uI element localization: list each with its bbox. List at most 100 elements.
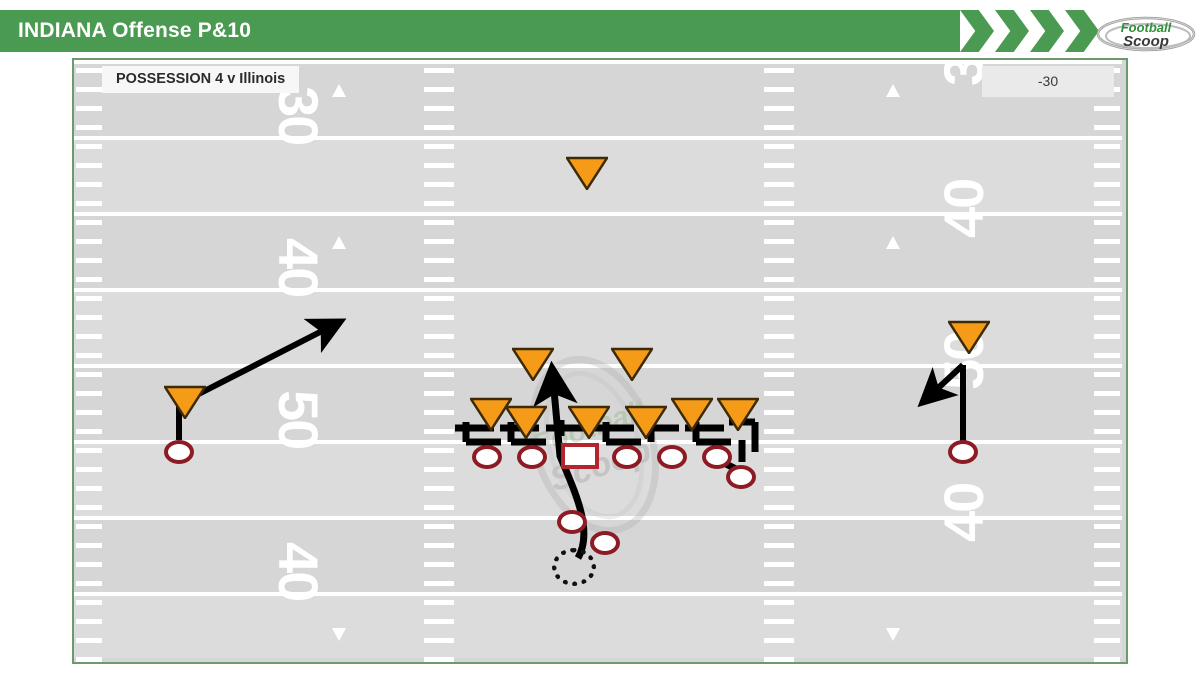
hash-mark	[76, 467, 102, 472]
yard-line	[74, 592, 1122, 596]
hash-mark	[764, 220, 794, 225]
hash-mark	[764, 106, 794, 111]
hash-mark	[76, 486, 102, 491]
hash-mark	[76, 296, 102, 301]
hash-mark	[424, 600, 454, 605]
hash-mark	[764, 163, 794, 168]
yard-direction-arrow-icon	[332, 628, 346, 641]
hash-mark	[424, 562, 454, 567]
hash-mark	[424, 334, 454, 339]
hash-mark	[764, 638, 794, 643]
hash-mark	[764, 201, 794, 206]
hash-mark	[764, 467, 794, 472]
hash-mark	[76, 657, 102, 662]
hash-mark	[76, 125, 102, 130]
hash-mark	[764, 486, 794, 491]
hash-mark	[1094, 486, 1120, 491]
hash-mark	[1094, 201, 1120, 206]
hash-mark	[1094, 106, 1120, 111]
footballscoop-logo: Football Scoop	[1096, 14, 1196, 54]
hash-mark	[424, 106, 454, 111]
hash-mark	[76, 505, 102, 510]
route-lines	[176, 318, 966, 560]
hash-mark	[424, 277, 454, 282]
hash-mark	[1094, 163, 1120, 168]
yard-line-tag[interactable]: -30	[982, 66, 1114, 97]
play-diagram-field[interactable]: 3040504030405040 Football Scoop	[72, 58, 1128, 664]
hash-mark	[764, 334, 794, 339]
hash-mark	[76, 600, 102, 605]
hash-mark	[76, 68, 102, 73]
logo-text-football: Football	[1121, 20, 1172, 35]
hash-mark	[76, 353, 102, 358]
hash-mark	[424, 144, 454, 149]
yard-direction-arrow-icon	[332, 84, 346, 97]
hash-mark	[424, 429, 454, 434]
hash-mark	[76, 163, 102, 168]
field-surface: 3040504030405040 Football Scoop	[74, 60, 1122, 662]
hash-mark	[764, 258, 794, 263]
hash-mark	[424, 638, 454, 643]
hash-mark	[764, 144, 794, 149]
hash-mark	[1094, 144, 1120, 149]
hash-mark	[764, 448, 794, 453]
hash-mark	[76, 391, 102, 396]
hash-mark	[764, 87, 794, 92]
hash-mark	[764, 372, 794, 377]
hash-mark	[424, 657, 454, 662]
yard-direction-arrow-icon	[332, 236, 346, 249]
yard-line	[74, 440, 1122, 444]
yard-line	[74, 212, 1122, 216]
hash-mark	[764, 410, 794, 415]
route-receiver-right	[917, 362, 966, 454]
hash-mark	[1094, 182, 1120, 187]
hash-mark	[1094, 296, 1120, 301]
hash-mark	[1094, 619, 1120, 624]
hash-mark	[1094, 334, 1120, 339]
hash-mark	[1094, 543, 1120, 548]
hash-mark	[1094, 581, 1120, 586]
hash-mark	[76, 201, 102, 206]
hash-mark	[424, 201, 454, 206]
logo-text-scoop: Scoop	[1123, 33, 1169, 50]
hash-mark	[764, 296, 794, 301]
hash-mark	[1094, 448, 1120, 453]
hash-mark	[76, 315, 102, 320]
hash-mark	[764, 391, 794, 396]
header-bar: INDIANA Offense P&10	[0, 10, 960, 52]
hash-mark	[1094, 410, 1120, 415]
hash-mark	[76, 562, 102, 567]
hash-mark	[1094, 638, 1120, 643]
hash-mark	[1094, 524, 1120, 529]
blocking-assignments	[455, 418, 759, 476]
hash-mark	[76, 448, 102, 453]
hash-mark	[424, 486, 454, 491]
hash-mark	[424, 182, 454, 187]
hash-mark	[1094, 429, 1120, 434]
hash-mark	[76, 429, 102, 434]
hash-mark	[424, 239, 454, 244]
hash-mark	[764, 277, 794, 282]
hash-mark	[764, 581, 794, 586]
hash-mark	[764, 239, 794, 244]
page-title: INDIANA Offense P&10	[18, 19, 252, 42]
hash-mark	[1094, 467, 1120, 472]
hash-mark	[424, 391, 454, 396]
hash-mark	[1094, 258, 1120, 263]
hash-mark	[424, 87, 454, 92]
hash-mark	[1094, 315, 1120, 320]
hash-mark	[76, 182, 102, 187]
hash-mark	[76, 581, 102, 586]
hash-mark	[424, 372, 454, 377]
hash-mark	[1094, 220, 1120, 225]
hash-mark	[764, 125, 794, 130]
yard-line	[74, 60, 1122, 64]
hash-mark	[764, 600, 794, 605]
route-receiver-left	[176, 318, 347, 440]
hash-mark	[764, 429, 794, 434]
hash-mark	[424, 505, 454, 510]
hash-mark	[76, 638, 102, 643]
hash-mark	[76, 372, 102, 377]
hash-mark	[764, 543, 794, 548]
hash-mark	[76, 220, 102, 225]
